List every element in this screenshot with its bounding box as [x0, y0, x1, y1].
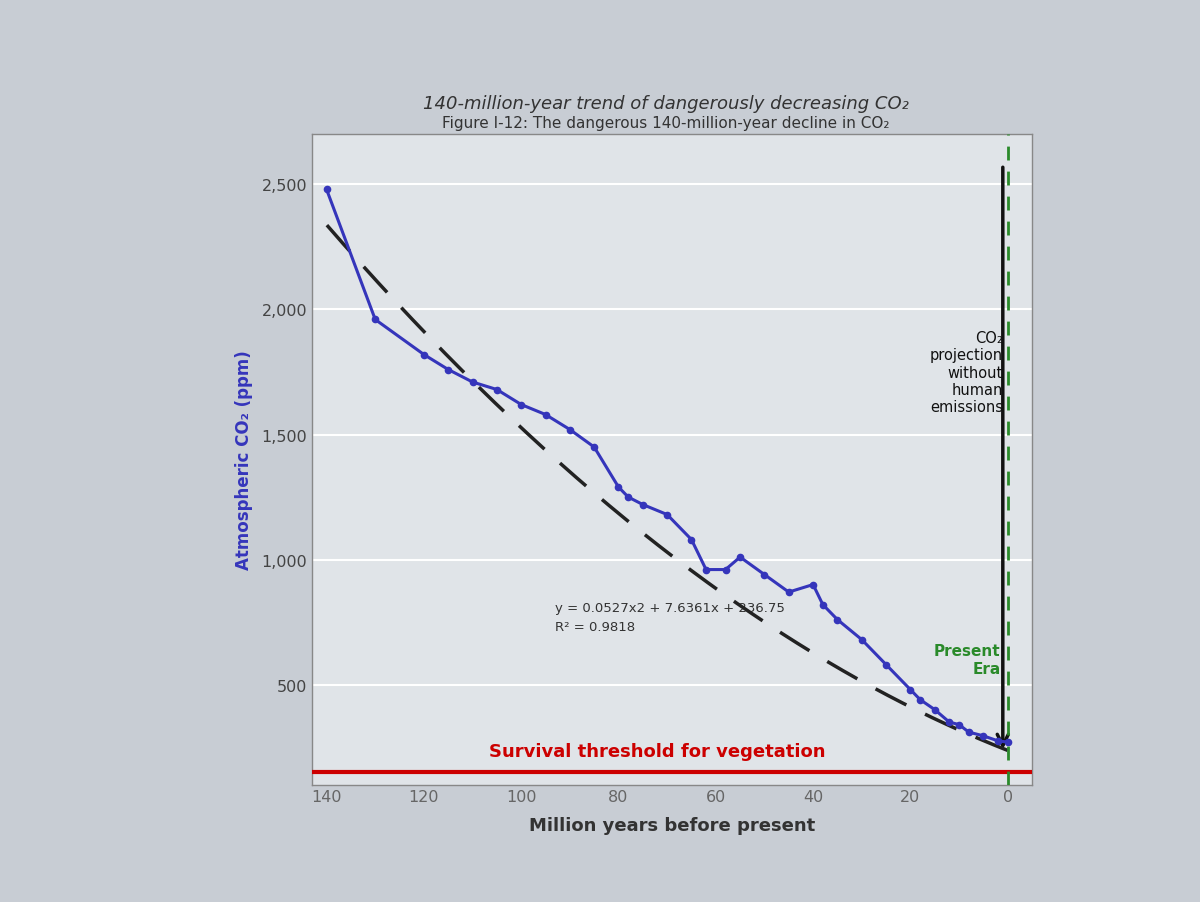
- Text: Present
Era: Present Era: [934, 644, 1001, 676]
- X-axis label: Million years before present: Million years before present: [529, 815, 815, 833]
- Text: y = 0.0527x2 + 7.6361x + 236.75
R² = 0.9818: y = 0.0527x2 + 7.6361x + 236.75 R² = 0.9…: [556, 602, 785, 633]
- Text: Survival threshold for vegetation: Survival threshold for vegetation: [490, 741, 826, 759]
- Text: Figure I-12: The dangerous 140-million-year decline in CO₂: Figure I-12: The dangerous 140-million-y…: [443, 115, 889, 131]
- Text: 140-million-year trend of dangerously decreasing CO₂: 140-million-year trend of dangerously de…: [424, 95, 908, 113]
- Y-axis label: Atmospheric CO₂ (ppm): Atmospheric CO₂ (ppm): [235, 350, 253, 570]
- Text: CO₂
projection
without
human
emissions: CO₂ projection without human emissions: [930, 330, 1003, 415]
